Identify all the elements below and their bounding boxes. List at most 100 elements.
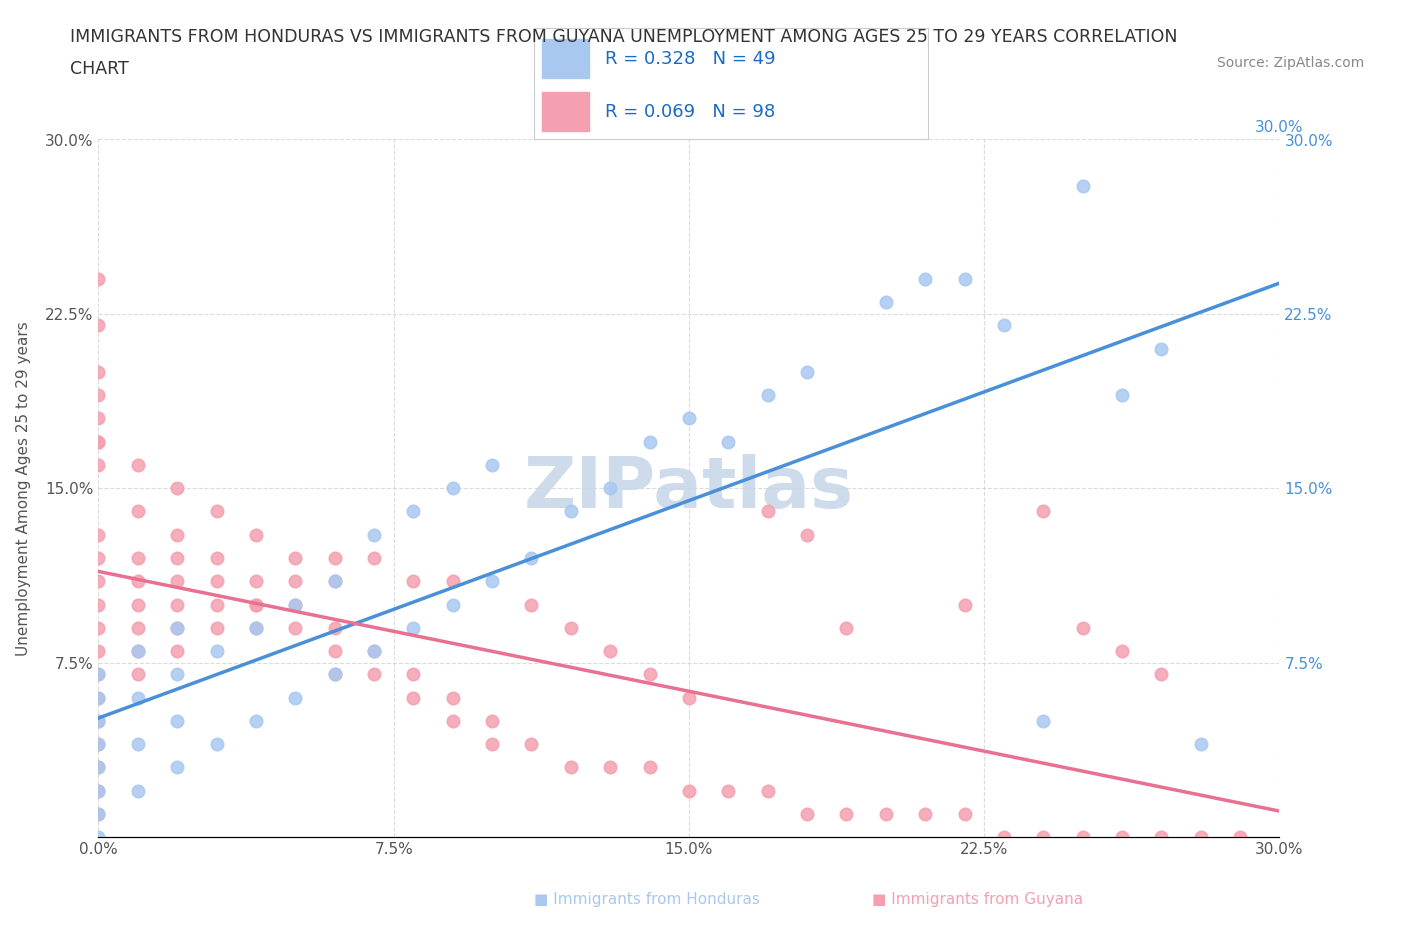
Point [166,620,188,635]
Point [127,644,149,658]
Point [1189,830,1212,844]
Point [638,667,661,682]
Point [323,551,346,565]
Point [953,597,976,612]
Point [245,620,267,635]
Point [560,760,582,775]
Point [87,760,110,775]
Point [520,597,543,612]
Point [87,667,110,682]
Point [245,713,267,728]
Point [993,318,1015,333]
Point [1071,830,1094,844]
Point [245,597,267,612]
Text: Source: ZipAtlas.com: Source: ZipAtlas.com [1216,56,1364,70]
Point [323,574,346,589]
Point [205,737,228,751]
Point [796,365,818,379]
Point [1071,179,1094,193]
Point [205,551,228,565]
Point [127,551,149,565]
Point [87,434,110,449]
Point [166,620,188,635]
Point [599,481,621,496]
Point [284,551,307,565]
Point [1111,388,1133,403]
Point [402,620,425,635]
Point [402,667,425,682]
Point [87,713,110,728]
Point [1229,830,1251,844]
Point [87,690,110,705]
Point [756,783,779,798]
Point [363,644,385,658]
Point [363,527,385,542]
Point [363,644,385,658]
Point [245,527,267,542]
Point [87,527,110,542]
Point [678,411,700,426]
Point [481,458,503,472]
Point [166,481,188,496]
Point [323,574,346,589]
Point [127,690,149,705]
Point [441,713,464,728]
Point [560,620,582,635]
Text: R = 0.069   N = 98: R = 0.069 N = 98 [605,102,775,121]
Point [166,644,188,658]
Point [166,551,188,565]
Point [599,644,621,658]
Point [756,388,779,403]
Point [127,620,149,635]
Point [205,504,228,519]
Point [166,597,188,612]
Point [323,644,346,658]
Point [953,272,976,286]
Point [835,620,858,635]
Point [363,551,385,565]
Point [441,597,464,612]
Point [323,620,346,635]
Point [284,574,307,589]
Point [520,551,543,565]
Text: R = 0.328   N = 49: R = 0.328 N = 49 [605,50,776,68]
Point [127,458,149,472]
Point [402,690,425,705]
Point [638,760,661,775]
Point [678,690,700,705]
Point [914,806,936,821]
Point [284,620,307,635]
Point [127,667,149,682]
Point [166,760,188,775]
Point [87,458,110,472]
Point [717,434,740,449]
Point [638,434,661,449]
Point [914,272,936,286]
Point [205,574,228,589]
Point [323,667,346,682]
Point [993,830,1015,844]
Point [87,318,110,333]
Point [166,713,188,728]
Point [678,783,700,798]
FancyBboxPatch shape [543,91,589,130]
Point [599,760,621,775]
Point [796,806,818,821]
Point [717,783,740,798]
Point [87,806,110,821]
Point [127,737,149,751]
Point [87,713,110,728]
Point [1032,713,1054,728]
Point [481,713,503,728]
Point [363,667,385,682]
Point [1189,737,1212,751]
Point [87,737,110,751]
Point [166,667,188,682]
Point [87,644,110,658]
Point [205,620,228,635]
Point [245,620,267,635]
Point [284,690,307,705]
Point [127,597,149,612]
Point [1032,830,1054,844]
Point [520,737,543,751]
